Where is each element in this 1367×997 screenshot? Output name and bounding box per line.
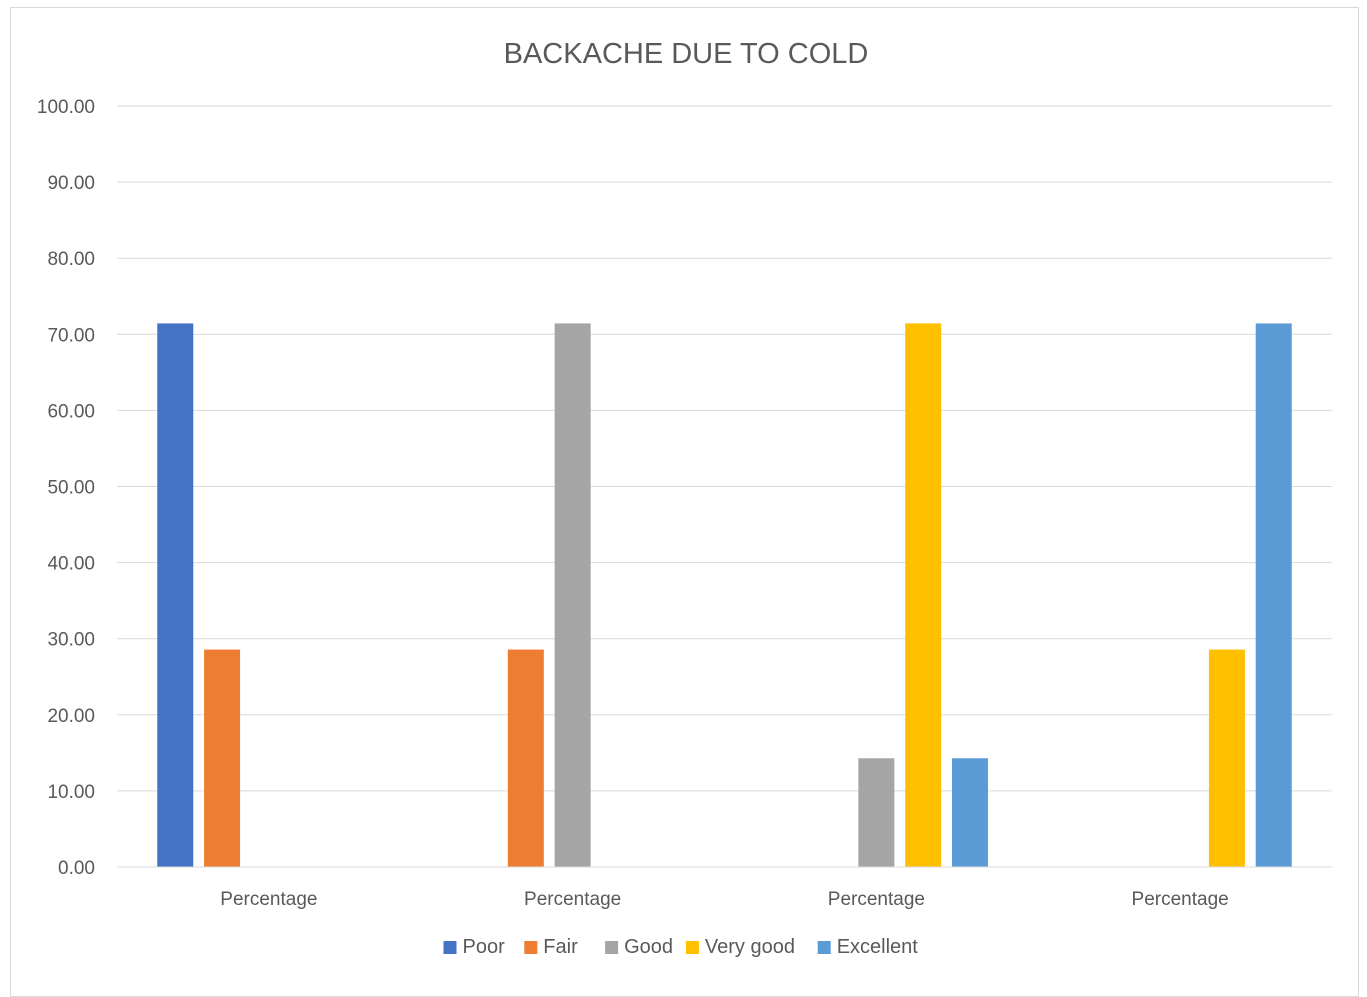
legend-swatch	[524, 941, 538, 954]
bars	[157, 323, 1292, 867]
y-tick-label: 90.00	[47, 173, 95, 194]
y-tick-label: 100.00	[37, 97, 95, 118]
y-tick-label: 60.00	[47, 401, 95, 422]
legend-swatch	[605, 941, 619, 954]
y-tick-label: 10.00	[47, 782, 95, 803]
bar-fair	[204, 649, 241, 867]
y-tick-label: 30.00	[47, 630, 95, 651]
bar-excellent	[1255, 323, 1292, 867]
bar-excellent	[951, 758, 988, 867]
bar-very-good	[1208, 649, 1245, 867]
legend-swatch	[817, 941, 831, 954]
legend-label: Excellent	[837, 936, 919, 958]
legend-label: Very good	[705, 936, 795, 958]
bar-good	[858, 758, 895, 867]
y-tick-label: 0.00	[58, 858, 95, 879]
gridlines	[117, 105, 1332, 792]
y-tick-label: 70.00	[47, 325, 95, 346]
y-tick-label: 80.00	[47, 249, 95, 270]
legend-label: Good	[624, 936, 673, 958]
bar-poor	[157, 323, 194, 867]
legend-label: Poor	[463, 936, 506, 958]
chart-title: BACKACHE DUE TO COLD	[504, 38, 869, 70]
legend-swatch	[443, 941, 457, 954]
x-tick-label: Percentage	[1132, 889, 1229, 910]
legend: Poor Fair Good Very good Excellent	[443, 936, 919, 958]
y-tick-label: 20.00	[47, 706, 95, 727]
x-tick-label: Percentage	[828, 889, 925, 910]
y-axis-tick-labels: 0.00 10.00 20.00 30.00 40.00 50.00 60.00 70.00 8…	[37, 97, 95, 879]
x-axis-tick-labels: Percentage Percentage Percentage Percentage	[220, 889, 1228, 910]
x-tick-label: Percentage	[220, 889, 317, 910]
bar-good	[554, 323, 591, 867]
legend-swatch	[685, 941, 699, 954]
bar-very-good	[905, 323, 942, 867]
y-tick-label: 50.00	[47, 478, 95, 499]
x-tick-label: Percentage	[524, 889, 621, 910]
bar-fair	[507, 649, 544, 867]
y-tick-label: 40.00	[47, 554, 95, 575]
legend-label: Fair	[543, 936, 578, 958]
